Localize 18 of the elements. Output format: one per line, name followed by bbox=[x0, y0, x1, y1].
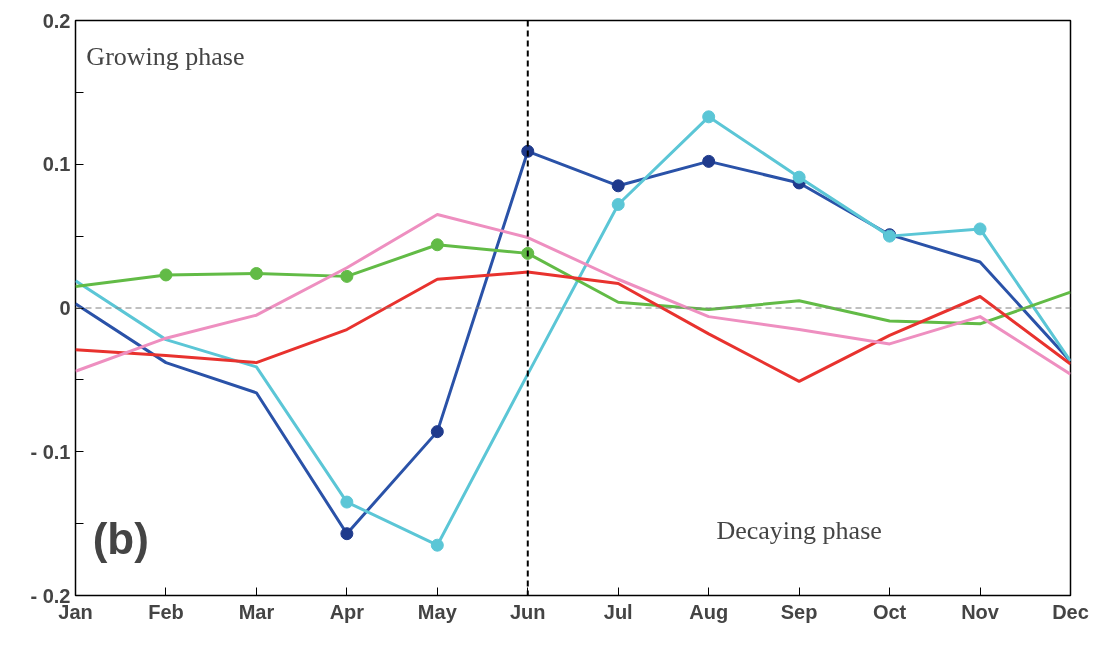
x-tick-label: Jul bbox=[603, 600, 633, 623]
y-tick-label: 0.1 bbox=[42, 153, 71, 176]
x-tick-label: Aug bbox=[689, 600, 729, 623]
annotation: (b) bbox=[92, 513, 149, 563]
x-tick-label: Sep bbox=[780, 600, 818, 623]
x-tick-label: Jun bbox=[509, 600, 546, 623]
y-tick-label: 0.2 bbox=[42, 9, 71, 32]
annotation: Decaying phase bbox=[716, 516, 882, 546]
annotation: Growing phase bbox=[86, 41, 245, 71]
x-tick-label: Feb bbox=[148, 600, 184, 623]
x-tick-label: Oct bbox=[872, 600, 907, 623]
x-tick-label: Nov bbox=[961, 600, 1000, 623]
y-tick-label: - 0.1 bbox=[30, 440, 71, 463]
x-tick-label: May bbox=[417, 600, 458, 623]
x-tick-label: Mar bbox=[238, 600, 275, 623]
x-tick-label: Apr bbox=[329, 600, 365, 623]
x-tick-label: Dec bbox=[1052, 600, 1089, 623]
y-tick-label: 0 bbox=[59, 297, 71, 319]
